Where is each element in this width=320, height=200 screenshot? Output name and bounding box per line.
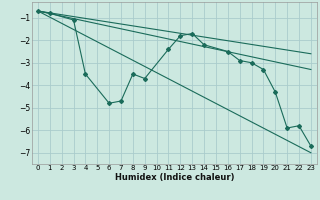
X-axis label: Humidex (Indice chaleur): Humidex (Indice chaleur) xyxy=(115,173,234,182)
